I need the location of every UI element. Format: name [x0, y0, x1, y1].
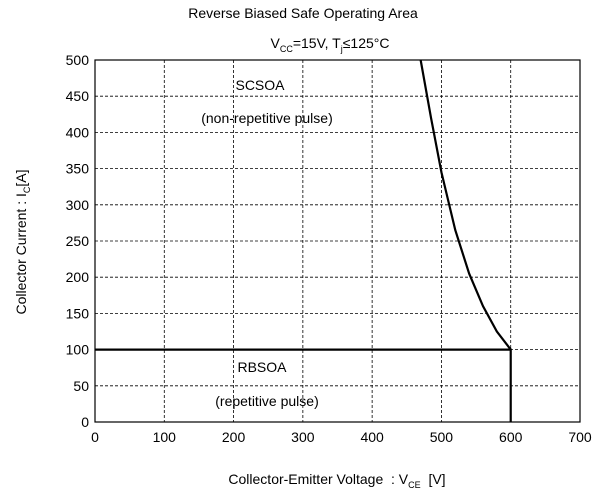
annotation: SCSOA: [235, 77, 285, 93]
x-axis-label: Collector-Emitter Voltage : VCE [V]: [228, 471, 445, 490]
y-label-sub: C: [22, 186, 32, 193]
x-tick-label: 0: [91, 429, 99, 445]
y-tick-label: 100: [66, 342, 90, 358]
y-tick-label: 400: [66, 124, 90, 140]
y-tick-label: 450: [66, 88, 90, 104]
x-label-part: Collector-Emitter Voltage : V: [228, 471, 408, 487]
y-tick-label: 200: [66, 269, 90, 285]
subtitle-sub: j: [340, 44, 343, 54]
subtitle-part: V: [271, 35, 281, 51]
chart-title: Reverse Biased Safe Operating Area: [188, 5, 418, 21]
annotation: (repetitive pulse): [215, 393, 319, 409]
x-tick-label: 200: [222, 429, 246, 445]
y-tick-label: 350: [66, 161, 90, 177]
y-axis-label: Collector Current : IC[A]: [13, 170, 32, 315]
annotation: (non-repetitive pulse): [201, 110, 333, 126]
y-tick-label: 0: [81, 414, 89, 430]
y-label-part: [A]: [13, 170, 29, 187]
subtitle-part: ≤125°C: [343, 35, 390, 51]
subtitle-sub: CC: [280, 44, 293, 54]
series-line: [419, 59, 512, 351]
subtitle-part: =15V, T: [293, 35, 341, 51]
x-tick-label: 100: [153, 429, 177, 445]
x-tick-label: 600: [499, 429, 523, 445]
annotation: RBSOA: [237, 359, 287, 375]
x-label-part: [V]: [421, 471, 446, 487]
y-tick-label: 300: [66, 197, 90, 213]
y-label-part: Collector Current : I: [13, 193, 29, 314]
chart-subtitle: VCC=15V, Tj≤125°C: [271, 35, 390, 54]
y-tick-label: 250: [66, 233, 90, 249]
x-tick-label: 400: [360, 429, 384, 445]
x-label-sub: CE: [408, 480, 421, 490]
x-tick-label: 300: [291, 429, 315, 445]
x-tick-label: 700: [568, 429, 592, 445]
y-tick-label: 150: [66, 305, 90, 321]
plot-frame: [94, 59, 581, 423]
y-tick-label: 500: [66, 52, 90, 68]
x-tick-label: 500: [430, 429, 454, 445]
y-tick-label: 50: [73, 378, 89, 394]
